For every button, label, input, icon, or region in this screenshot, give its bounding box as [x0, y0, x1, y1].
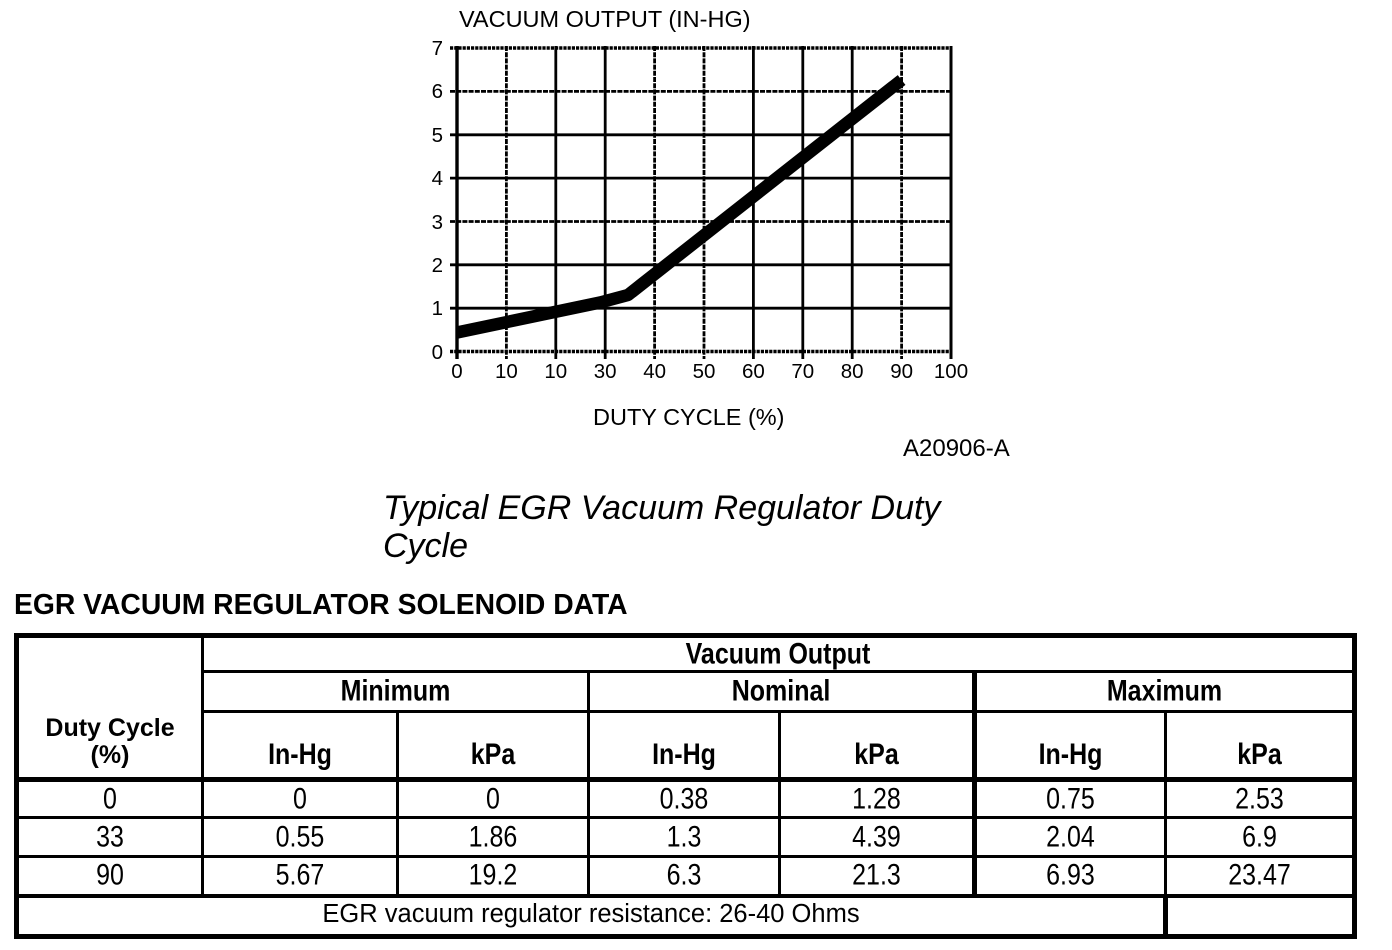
svg-text:10: 10 [544, 360, 567, 383]
svg-text:1: 1 [432, 297, 443, 320]
svg-text:4: 4 [432, 167, 443, 190]
svg-text:60: 60 [742, 360, 765, 383]
svg-text:90: 90 [890, 360, 913, 383]
svg-text:100: 100 [934, 360, 968, 383]
svg-text:80: 80 [841, 360, 864, 383]
svg-text:30: 30 [594, 360, 617, 383]
svg-text:40: 40 [643, 360, 666, 383]
svg-text:6: 6 [432, 80, 443, 103]
svg-text:0: 0 [451, 360, 462, 383]
svg-text:50: 50 [693, 360, 716, 383]
svg-text:70: 70 [791, 360, 814, 383]
svg-text:7: 7 [432, 37, 443, 60]
svg-text:2: 2 [432, 254, 443, 277]
svg-text:5: 5 [432, 124, 443, 147]
svg-text:10: 10 [495, 360, 518, 383]
svg-text:0: 0 [432, 341, 443, 364]
svg-text:3: 3 [432, 211, 443, 234]
